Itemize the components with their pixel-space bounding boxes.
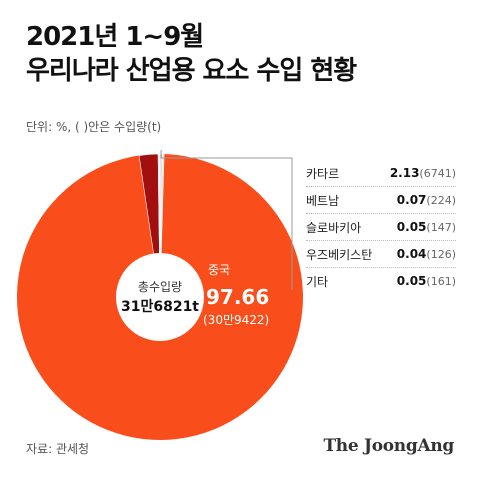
legend-value: 0.05	[396, 274, 427, 288]
chart-title: 2021년 1~9월 우리나라 산업용 요소 수입 현황	[26, 20, 357, 88]
callout-value: 97.66	[206, 285, 269, 309]
brand-logo: The JoongAng	[323, 436, 454, 456]
legend-amount: (6741)	[419, 167, 456, 180]
legend-value: 0.04	[396, 247, 427, 261]
title-line-1: 2021년 1~9월	[26, 22, 204, 52]
legend-item: 기타 0.05(161)	[306, 268, 456, 294]
total-value: 31만6821t	[121, 299, 199, 315]
legend-amount: (224)	[426, 194, 456, 207]
legend-item: 우즈베키스탄 0.04(126)	[306, 241, 456, 268]
callout-name: 중국	[208, 263, 230, 277]
legend-item: 카타르 2.13(6741)	[306, 160, 456, 187]
legend-value: 0.07	[396, 193, 427, 207]
legend-value: 2.13	[389, 166, 420, 180]
legend-amount: (126)	[426, 248, 456, 261]
legend-amount: (147)	[426, 221, 456, 234]
legend-label: 슬로바키아	[306, 220, 362, 235]
unit-note: 단위: %, ( )안은 수입량(t)	[26, 120, 162, 134]
donut-hole	[116, 253, 204, 341]
legend-value: 0.05	[396, 220, 427, 234]
title-line-2: 우리나라 산업용 요소 수입 현황	[26, 56, 357, 86]
legend: 카타르 2.13(6741) 베트남 0.07(224) 슬로바키아 0.05(…	[306, 160, 456, 294]
total-label: 총수입량	[138, 280, 182, 294]
legend-label: 우즈베키스탄	[306, 247, 373, 262]
legend-label: 기타	[306, 274, 329, 289]
callout-amount: (30만9422)	[203, 313, 269, 327]
leader-line	[160, 150, 293, 290]
legend-item: 베트남 0.07(224)	[306, 187, 456, 214]
legend-item: 슬로바키아 0.05(147)	[306, 214, 456, 241]
legend-label: 베트남	[306, 193, 340, 208]
legend-label: 카타르	[306, 166, 340, 181]
source-note: 자료: 관세청	[26, 442, 90, 456]
legend-amount: (161)	[426, 275, 456, 288]
